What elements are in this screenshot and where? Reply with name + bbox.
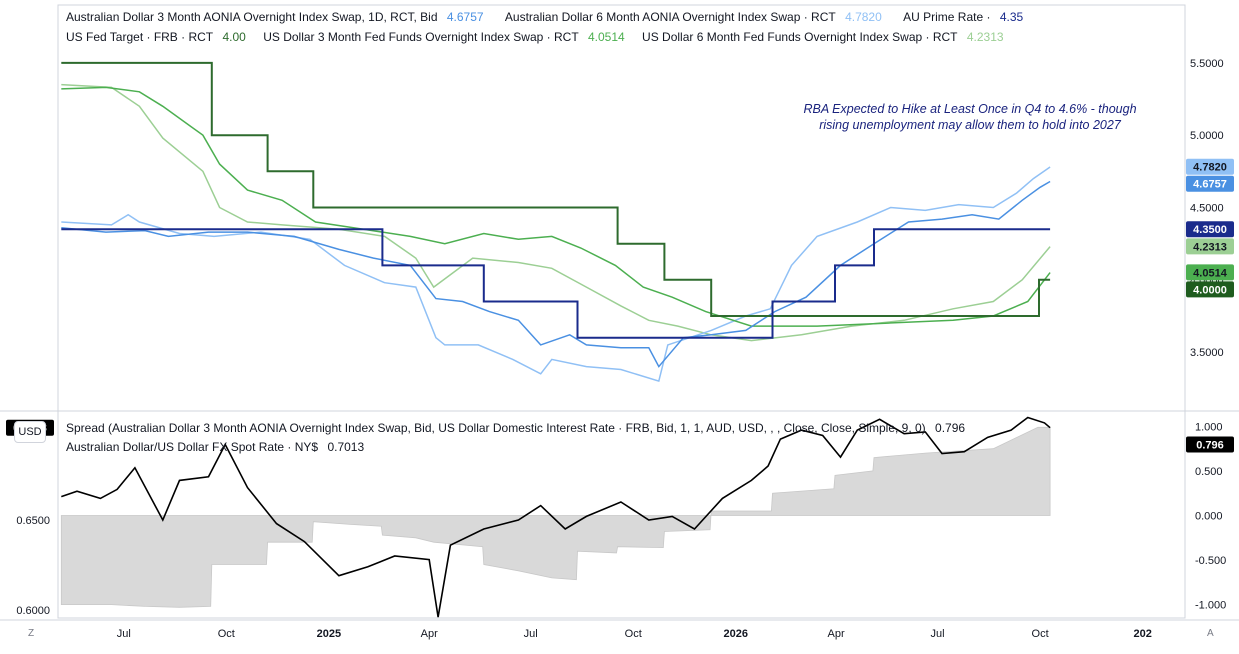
chart-frame bbox=[0, 4, 1239, 621]
legend-auprime-name: AU Prime Rate · bbox=[903, 10, 991, 24]
legend-top-line2: US Fed Target · FRB · RCT 4.00 US Dollar… bbox=[66, 30, 1004, 44]
series-au3m-line bbox=[61, 180, 1051, 368]
annotation-text: RBA Expected to Hike at Least Once in Q4… bbox=[803, 102, 1137, 132]
y-tick-label-right: 0.500 bbox=[1195, 466, 1223, 478]
x-tick-label: Jul bbox=[117, 628, 131, 640]
auto-scale-button[interactable]: A bbox=[1207, 628, 1214, 639]
legend-au3m-name: Australian Dollar 3 Month AONIA Overnigh… bbox=[66, 10, 438, 24]
badge-au3m-bg bbox=[1186, 175, 1234, 192]
y-tick-label-left: 0.6000 bbox=[16, 605, 50, 617]
top-pane-series bbox=[61, 61, 1051, 383]
series-au6m-line bbox=[61, 166, 1051, 383]
legend-fed-value: 4.00 bbox=[222, 30, 246, 44]
axes: Jul Oct 2025 Apr Jul Oct 2026 Apr Jul Oct 202 5.500… bbox=[16, 58, 1226, 640]
spread-area bbox=[60, 426, 1051, 608]
badge-au3m: 4.6757 bbox=[1193, 179, 1227, 191]
x-tick-label: Apr bbox=[828, 628, 845, 640]
series-fed-line bbox=[61, 61, 1051, 317]
legend-fed-name: US Fed Target · FRB · RCT bbox=[66, 30, 214, 44]
y-tick-label: 4.5000 bbox=[1190, 203, 1224, 215]
badge-us6m-bg bbox=[1186, 238, 1234, 255]
legend-us3m-value: 4.0514 bbox=[588, 30, 625, 44]
legend-bottom-line1: Spread (Australian Dollar 3 Month AONIA … bbox=[66, 421, 965, 435]
badge-spread-bg bbox=[1186, 436, 1234, 453]
x-tick-label: Jul bbox=[930, 628, 944, 640]
x-tick-label: Oct bbox=[625, 628, 642, 640]
badge-auprime: 4.3500 bbox=[1193, 224, 1227, 236]
legend-bottom-line2: Australian Dollar/US Dollar FX Spot Rate… bbox=[66, 440, 364, 454]
legend-auprime-value: 4.35 bbox=[999, 10, 1024, 24]
legend-us6m-value: 4.2313 bbox=[966, 30, 1004, 44]
badge-us6m: 4.2313 bbox=[1193, 241, 1227, 253]
y-tick-label: 3.5000 bbox=[1190, 347, 1224, 359]
badge-spread: 0.796 bbox=[1196, 440, 1224, 452]
x-tick-label: Oct bbox=[218, 628, 235, 640]
x-tick-label: Oct bbox=[1032, 628, 1049, 640]
badge-au6m-bg bbox=[1186, 158, 1234, 175]
legend-us6m-name: US Dollar 6 Month Fed Funds Overnight In… bbox=[642, 30, 958, 44]
legend-spread-value: 0.796 bbox=[935, 421, 966, 435]
legend-fx-name: Australian Dollar/US Dollar FX Spot Rate… bbox=[66, 440, 319, 454]
plot-border bbox=[57, 4, 1186, 619]
y-tick-label-right: 0.000 bbox=[1195, 511, 1223, 523]
legend-fx-value: 0.7013 bbox=[327, 440, 365, 454]
zoom-button[interactable]: Z bbox=[28, 628, 35, 639]
badge-fed: 4.0000 bbox=[1193, 284, 1227, 296]
y-tick-label-right: -1.000 bbox=[1195, 600, 1226, 612]
y-tick-label-right: 1.000 bbox=[1195, 421, 1223, 433]
bottom-pane-series bbox=[60, 416, 1051, 618]
x-tick-label: Apr bbox=[421, 628, 438, 640]
series-auprime-line bbox=[61, 228, 1051, 339]
series-us3m-line bbox=[61, 86, 1051, 327]
x-tick-label: 2025 bbox=[317, 628, 341, 640]
x-tick-label: 202 bbox=[1133, 628, 1151, 640]
y-tick-label-left: 0.6500 bbox=[16, 515, 50, 527]
x-tick-label: 2026 bbox=[724, 628, 748, 640]
badge-au6m: 4.7820 bbox=[1193, 162, 1227, 174]
badge-fed-bg bbox=[1186, 281, 1234, 298]
legend-au6m-value: 4.7820 bbox=[845, 10, 882, 24]
y-tick-label: 5.0000 bbox=[1190, 130, 1224, 142]
legend-au3m-value: 4.6757 bbox=[446, 10, 484, 24]
badge-us3m: 4.0514 bbox=[1193, 267, 1228, 279]
legend-us3m-name: US Dollar 3 Month Fed Funds Overnight In… bbox=[263, 30, 579, 44]
x-tick-label: Jul bbox=[524, 628, 538, 640]
badge-us3m-bg bbox=[1186, 264, 1234, 281]
y-tick-label: 5.5000 bbox=[1190, 58, 1224, 70]
legend-spread-name: Spread (Australian Dollar 3 Month AONIA … bbox=[66, 421, 926, 435]
badge-auprime-bg bbox=[1186, 221, 1234, 238]
y-tick-label-right: -0.500 bbox=[1195, 555, 1226, 567]
legend-top-line1: Australian Dollar 3 Month AONIA Overnigh… bbox=[66, 10, 1023, 24]
fx-line bbox=[61, 416, 1051, 618]
legend-au6m-name: Australian Dollar 6 Month AONIA Overnigh… bbox=[504, 10, 836, 24]
currency-unit-button[interactable]: USD bbox=[14, 421, 46, 443]
